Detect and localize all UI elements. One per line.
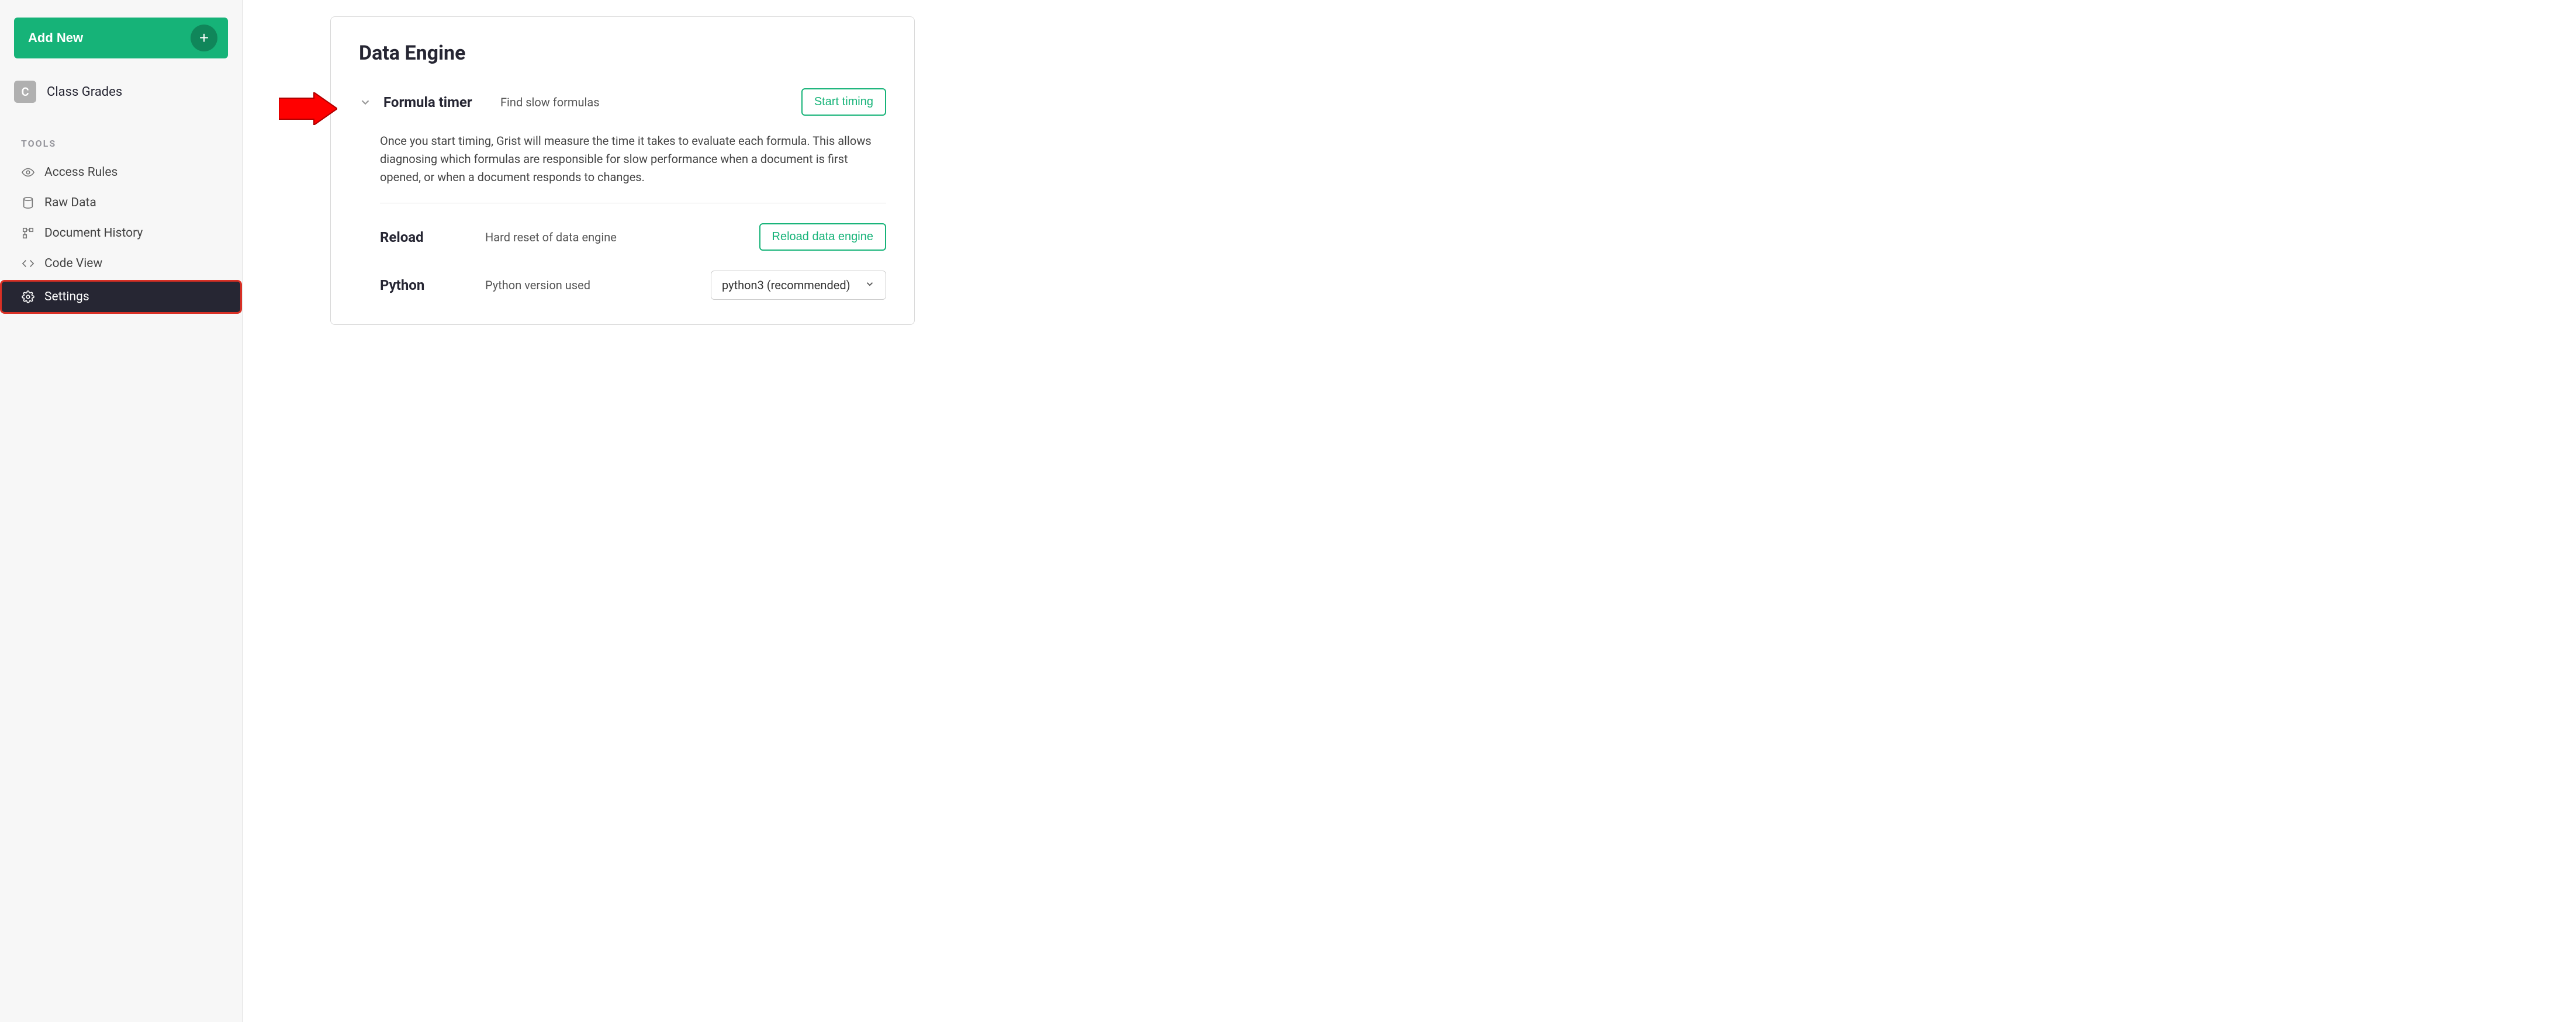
python-version-selected: python3 (recommended) xyxy=(722,278,850,292)
sidebar-item-label: Raw Data xyxy=(44,196,96,210)
sidebar-item-document-history[interactable]: Document History xyxy=(0,218,242,248)
add-new-label: Add New xyxy=(28,30,83,46)
tools-heading: TOOLS xyxy=(21,138,228,149)
sidebar-item-raw-data[interactable]: Raw Data xyxy=(0,188,242,218)
python-row: Python Python version used python3 (reco… xyxy=(359,271,886,300)
eye-icon xyxy=(21,165,35,179)
chevron-down-icon[interactable] xyxy=(359,96,372,109)
callout-arrow-icon xyxy=(279,92,337,127)
database-icon xyxy=(21,196,35,210)
main-content: Data Engine Formula timer Find slow form… xyxy=(243,0,2576,1022)
sidebar-item-label: Code View xyxy=(44,257,102,271)
sidebar-document-item[interactable]: C Class Grades xyxy=(14,81,228,103)
formula-timer-label: Formula timer xyxy=(383,94,489,110)
formula-timer-row: Formula timer Find slow formulas Start t… xyxy=(359,88,886,116)
start-timing-button[interactable]: Start timing xyxy=(801,88,886,116)
panel-title: Data Engine xyxy=(359,41,886,65)
reload-sub: Hard reset of data engine xyxy=(485,230,759,244)
sidebar-item-code-view[interactable]: Code View xyxy=(0,248,242,279)
code-icon xyxy=(21,257,35,271)
document-name: Class Grades xyxy=(47,85,122,99)
history-icon xyxy=(21,226,35,240)
sidebar-item-settings[interactable]: Settings xyxy=(0,280,242,314)
chevron-down-icon xyxy=(865,278,875,292)
reload-label: Reload xyxy=(380,229,485,245)
formula-timer-sub: Find slow formulas xyxy=(500,95,790,109)
sidebar: Add New + C Class Grades TOOLS Access Ru… xyxy=(0,0,243,1022)
sidebar-item-label: Settings xyxy=(44,290,89,304)
sidebar-item-label: Access Rules xyxy=(44,165,117,179)
python-version-select[interactable]: python3 (recommended) xyxy=(711,271,886,300)
gear-icon xyxy=(21,290,35,304)
python-label: Python xyxy=(380,277,485,293)
settings-panel: Data Engine Formula timer Find slow form… xyxy=(330,16,915,325)
reload-data-engine-button[interactable]: Reload data engine xyxy=(759,223,886,251)
python-sub: Python version used xyxy=(485,278,711,292)
formula-timer-description: Once you start timing, Grist will measur… xyxy=(380,132,886,186)
add-new-button[interactable]: Add New + xyxy=(14,18,228,58)
reload-row: Reload Hard reset of data engine Reload … xyxy=(359,223,886,251)
sidebar-item-access-rules[interactable]: Access Rules xyxy=(0,157,242,188)
plus-icon: + xyxy=(191,25,217,51)
sidebar-item-label: Document History xyxy=(44,226,143,240)
document-initial-icon: C xyxy=(14,81,36,103)
